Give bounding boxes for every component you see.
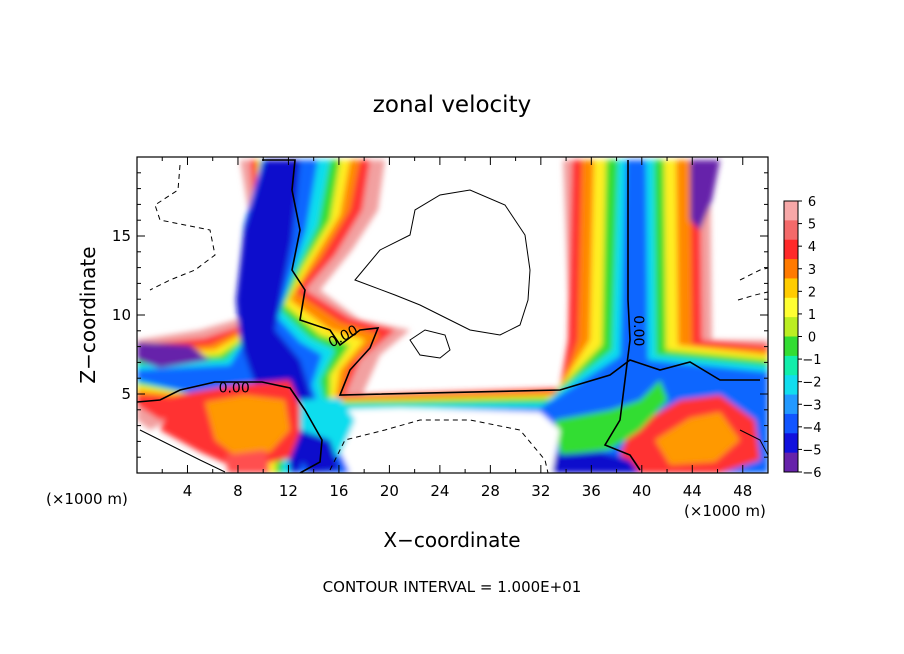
colorbar-swatch [784, 297, 798, 318]
contour-lines [137, 159, 768, 473]
zero-contour-lower [137, 381, 323, 473]
y-tick-label: 15 [112, 227, 131, 245]
x-tick-label: 40 [632, 482, 651, 500]
white-hole-center [330, 408, 560, 473]
contour-label: 0.00 [219, 380, 250, 396]
x-tick-label: 12 [279, 482, 298, 500]
y-tick-label: 10 [112, 306, 131, 324]
deep-blue-core [236, 160, 318, 473]
colorbar-label: 6 [808, 195, 816, 210]
colorbar-swatch [784, 317, 798, 337]
x-tick-label: 8 [233, 482, 243, 500]
contour-label: 0.00 [630, 315, 646, 346]
velocity-field [137, 160, 768, 473]
zero-contour-right [603, 160, 641, 471]
colorbar-label: 1 [808, 308, 816, 323]
colorbar-swatch [784, 220, 798, 241]
positive-contour-bottom-right [739, 429, 768, 456]
colorbar-label: −3 [802, 398, 821, 413]
x-tick-label: 36 [582, 482, 601, 500]
negative-contour-left [149, 164, 216, 291]
negative-contour-center [329, 419, 549, 473]
x-tick-label: 20 [380, 482, 399, 500]
colorbar-swatch [784, 433, 798, 454]
x-tick-label: 24 [430, 482, 449, 500]
colorbar-swatch [784, 413, 798, 434]
colorbar-swatch [784, 394, 798, 415]
colorbar-label: 5 [808, 218, 816, 233]
colorbar-swatch [784, 375, 798, 396]
x-tick-label: 44 [683, 482, 702, 500]
x-axis: 4 8 12 16 20 24 28 32 36 40 44 48 [161, 157, 752, 500]
x-unit-right: (×1000 m) [684, 502, 766, 520]
colorbar-label: −1 [802, 353, 821, 368]
purple-patch-left [137, 342, 210, 368]
warm-blob-right-core [655, 412, 740, 465]
colorbar-swatch [784, 259, 798, 279]
colorbar-swatch [784, 452, 798, 473]
blue-strip [548, 452, 640, 473]
warm-blob-left-core [205, 395, 290, 458]
colorbar-swatch [784, 239, 798, 260]
colorbar-label: 3 [808, 263, 816, 278]
purple-patch-right [690, 160, 720, 230]
colorbar-label: 0 [808, 331, 816, 346]
y-tick-label: 5 [121, 385, 131, 403]
colorbar-swatch [784, 355, 798, 376]
x-tick-label: 16 [329, 482, 348, 500]
colorbar-label: −6 [802, 466, 821, 481]
y-axis: 5 10 15 [112, 172, 768, 458]
x-tick-label: 28 [481, 482, 500, 500]
contour-interval-note: CONTOUR INTERVAL = 1.000E+01 [323, 578, 582, 596]
chart-title: zonal velocity [373, 92, 531, 118]
colorbar-label: −2 [802, 376, 821, 391]
colorbar-label: 2 [808, 285, 816, 300]
x-tick-label: 48 [733, 482, 752, 500]
green-strip [555, 380, 668, 455]
negative-contour-right [737, 267, 768, 301]
positive-contour-dome [354, 189, 531, 336]
x-tick-label: 32 [531, 482, 550, 500]
colorbar-swatch [784, 278, 798, 299]
positive-contour-bottom-left [139, 429, 226, 473]
colorbar-label: −4 [802, 421, 821, 436]
colorbar: 6 5 4 3 2 1 0 −1 −2 −3 −4 −5 −6 [783, 195, 822, 481]
x-axis-label: X−coordinate [383, 528, 520, 552]
colorbar-swatch [784, 201, 798, 221]
colorbar-label: 4 [808, 240, 816, 255]
blue-ridge-center [298, 430, 340, 473]
positive-contour-loop [409, 329, 451, 359]
y-axis-label: Z−coordinate [76, 246, 100, 383]
warm-blob-bottom [225, 450, 270, 473]
colorbar-label: −5 [802, 443, 821, 458]
x-tick-label: 4 [183, 482, 193, 500]
colorbar-swatch [784, 336, 798, 357]
x-unit-left: (×1000 m) [46, 490, 128, 508]
zero-contour-left [262, 159, 760, 396]
